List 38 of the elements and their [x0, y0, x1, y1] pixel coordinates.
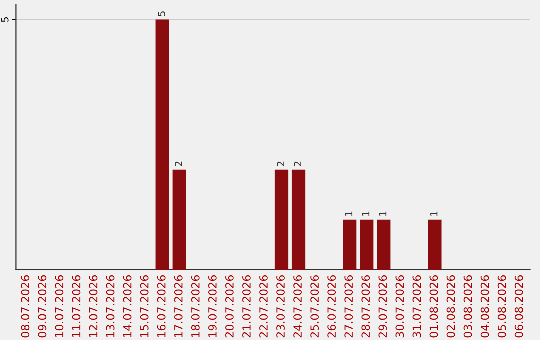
x-tick-label: 05.08.2026: [498, 276, 506, 338]
x-tick-label: 15.07.2026: [140, 276, 149, 338]
data-label: 1: [362, 212, 370, 216]
data-label: 2: [277, 162, 284, 166]
x-tick-label: 04.08.2026: [480, 276, 490, 338]
x-tick-label: 11.07.2026: [72, 276, 81, 338]
data-label: 1: [345, 212, 353, 216]
x-tick-label: 17.07.2026: [174, 276, 183, 338]
x-tick-label: 02.08.2026: [446, 276, 456, 338]
x-tick-label: 29.07.2026: [378, 276, 388, 338]
x-tick-label: 12.07.2026: [89, 276, 98, 338]
x-tick-label: 23.07.2026: [276, 276, 285, 338]
x-tick-label: 13.07.2026: [106, 276, 115, 338]
x-tick-label: 25.07.2026: [310, 276, 320, 338]
x-tick-label: 03.08.2026: [464, 276, 472, 338]
data-label: 1: [379, 212, 387, 216]
x-tick-label: 01.08.2026: [430, 276, 438, 338]
x-tick-label: 30.07.2026: [396, 276, 404, 338]
x-tick-label: 10.07.2026: [55, 276, 64, 338]
data-label: 2: [175, 162, 182, 166]
x-tick-label: 19.07.2026: [208, 276, 217, 338]
data-label: 1: [430, 212, 438, 216]
x-tick-label: 06.08.2026: [514, 276, 524, 338]
x-tick-label: 31.07.2026: [412, 276, 422, 338]
x-tick-label: 21.07.2026: [242, 276, 251, 338]
x-tick-label: 22.07.2026: [260, 276, 268, 338]
x-tick-label: 26.07.2026: [328, 276, 336, 338]
x-tick-label: 18.07.2026: [191, 276, 200, 338]
data-label: 5: [158, 12, 166, 16]
x-tick-label: 09.07.2026: [38, 276, 47, 338]
x-tick-label: 16.07.2026: [157, 276, 166, 338]
x-tick-label: 08.07.2026: [21, 276, 30, 338]
x-tick-label: 27.07.2026: [344, 276, 354, 338]
x-tick-label: 14.07.2026: [123, 276, 132, 338]
x-tick-label: 20.07.2026: [226, 276, 234, 338]
x-tick-label: 28.07.2026: [362, 276, 370, 338]
data-label: 2: [294, 162, 302, 166]
x-tick-label: 24.07.2026: [294, 276, 302, 338]
